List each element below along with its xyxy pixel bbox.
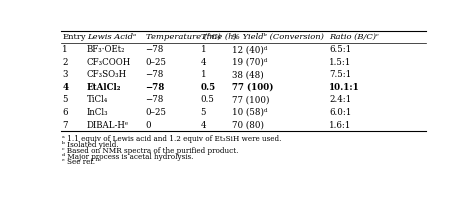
Text: 2.4:1: 2.4:1 xyxy=(329,95,352,104)
Text: TiCl₄: TiCl₄ xyxy=(87,95,108,104)
Text: InCl₃: InCl₃ xyxy=(87,108,109,117)
Text: 1: 1 xyxy=(201,70,206,79)
Text: Temperature (°C): Temperature (°C) xyxy=(146,33,220,41)
Text: ᵉ See ref.¹ᵇ: ᵉ See ref.¹ᵇ xyxy=(62,158,101,166)
Text: 19 (70)ᵈ: 19 (70)ᵈ xyxy=(232,58,267,67)
Text: −78: −78 xyxy=(146,45,164,54)
Text: 0.5: 0.5 xyxy=(201,95,215,104)
Text: 77 (100): 77 (100) xyxy=(232,95,269,104)
Text: CF₃SO₃H: CF₃SO₃H xyxy=(87,70,127,79)
Text: 0: 0 xyxy=(146,121,151,130)
Text: DIBAL-Hᵉ: DIBAL-Hᵉ xyxy=(87,121,129,130)
Text: 10 (58)ᵈ: 10 (58)ᵈ xyxy=(232,108,267,117)
Text: −78: −78 xyxy=(146,83,165,92)
Text: ᵇ Isolated yield.: ᵇ Isolated yield. xyxy=(62,141,119,149)
Text: 0–25: 0–25 xyxy=(146,58,166,67)
Text: 5: 5 xyxy=(201,108,206,117)
Text: BF₃·OEt₂: BF₃·OEt₂ xyxy=(87,45,125,54)
Text: ᵈ Major process is acetal hydrolysis.: ᵈ Major process is acetal hydrolysis. xyxy=(62,153,193,161)
Text: Ratio (B/C)ᶜ: Ratio (B/C)ᶜ xyxy=(329,33,379,41)
Text: 6: 6 xyxy=(62,108,68,117)
Text: 38 (48): 38 (48) xyxy=(232,70,264,79)
Text: Lewis Acidᵃ: Lewis Acidᵃ xyxy=(87,33,136,41)
Text: 0–25: 0–25 xyxy=(146,108,166,117)
Text: −78: −78 xyxy=(146,95,164,104)
Text: 1: 1 xyxy=(201,45,206,54)
Text: 6.5:1: 6.5:1 xyxy=(329,45,352,54)
Text: 4: 4 xyxy=(62,83,68,92)
Text: ᶜ Based on NMR spectra of the purified product.: ᶜ Based on NMR spectra of the purified p… xyxy=(62,147,238,155)
Text: CF₃COOH: CF₃COOH xyxy=(87,58,131,67)
Text: 4: 4 xyxy=(201,58,206,67)
Text: % Yieldᵇ (Conversion): % Yieldᵇ (Conversion) xyxy=(232,33,324,41)
Text: Entry: Entry xyxy=(62,33,86,41)
Text: 5: 5 xyxy=(62,95,68,104)
Text: ᵃ 1.1 equiv of Lewis acid and 1.2 equiv of Et₃SiH were used.: ᵃ 1.1 equiv of Lewis acid and 1.2 equiv … xyxy=(62,135,282,143)
Text: 2: 2 xyxy=(62,58,68,67)
Text: 4: 4 xyxy=(201,121,206,130)
Text: 7: 7 xyxy=(62,121,68,130)
Text: 1: 1 xyxy=(62,45,68,54)
Text: 1.6:1: 1.6:1 xyxy=(329,121,352,130)
Text: 3: 3 xyxy=(62,70,68,79)
Text: 0.5: 0.5 xyxy=(201,83,216,92)
Text: 1.5:1: 1.5:1 xyxy=(329,58,352,67)
Text: 77 (100): 77 (100) xyxy=(232,83,273,92)
Text: EtAlCl₂: EtAlCl₂ xyxy=(87,83,121,92)
Text: Time (h): Time (h) xyxy=(201,33,237,41)
Text: 7.5:1: 7.5:1 xyxy=(329,70,352,79)
Text: −78: −78 xyxy=(146,70,164,79)
Text: 6.0:1: 6.0:1 xyxy=(329,108,352,117)
Text: 10.1:1: 10.1:1 xyxy=(329,83,360,92)
Text: 70 (80): 70 (80) xyxy=(232,121,264,130)
Text: 12 (40)ᵈ: 12 (40)ᵈ xyxy=(232,45,267,54)
